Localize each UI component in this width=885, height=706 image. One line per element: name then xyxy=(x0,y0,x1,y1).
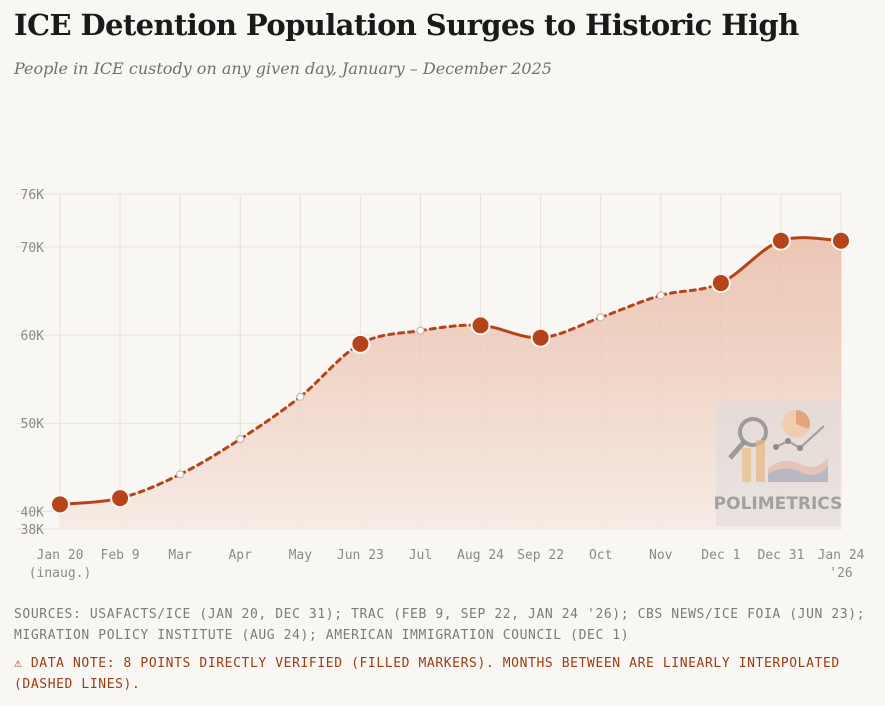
x-tick-label: Jun 23 xyxy=(337,548,384,563)
x-tick-label: Nov xyxy=(649,548,673,563)
watermark-logo: POLIMETRICS xyxy=(714,402,843,526)
x-tick-label: Oct xyxy=(589,548,612,563)
interpolated-point-marker xyxy=(236,434,245,444)
line-segment-interpolated xyxy=(178,437,242,476)
data-note: ⚠ Data note: 8 points directly verified … xyxy=(14,656,840,692)
x-tick-label: Dec 31 xyxy=(757,548,804,563)
verified-point-marker xyxy=(470,315,491,336)
y-tick-label: 60K xyxy=(21,329,45,344)
y-tick-label: 70K xyxy=(21,241,45,256)
line-segment-interpolated xyxy=(599,293,663,319)
area-fill xyxy=(60,237,841,529)
page-subtitle: People in ICE custody on any given day, … xyxy=(14,59,552,78)
verified-point-marker xyxy=(710,273,731,294)
x-tick-sublabel: '26 xyxy=(829,566,852,581)
interpolated-point-marker xyxy=(296,392,305,401)
y-tick-label: 50K xyxy=(21,417,45,432)
verified-point-marker xyxy=(530,327,551,348)
verified-point-marker xyxy=(50,494,70,515)
x-tick-label: Jul xyxy=(409,548,432,563)
interpolated-point-marker xyxy=(656,291,665,300)
x-tick-label: Aug 24 xyxy=(457,548,504,563)
line-segment-interpolated xyxy=(238,395,302,441)
interpolated-point-marker xyxy=(416,326,425,335)
page-title: ICE Detention Population Surges to Histo… xyxy=(14,8,799,42)
verified-point-marker xyxy=(110,488,131,509)
chart: POLIMETRICS 38K 40K 50K 60K 70K 76K Jan 20 (ina… xyxy=(16,188,865,581)
verified-point-marker xyxy=(350,333,371,354)
watermark-text: POLIMETRICS xyxy=(714,494,843,514)
y-tick-label: 40K xyxy=(21,505,45,520)
x-tick-sublabel: (inaug.) xyxy=(29,566,92,581)
y-tick-label: 76K xyxy=(21,188,45,203)
interpolated-point-marker xyxy=(176,470,185,479)
x-tick-label: Jan 24 xyxy=(818,548,865,563)
interpolated-point-marker xyxy=(596,313,605,322)
x-tick-label: Mar xyxy=(168,548,192,563)
x-tick-label: Jan 20 xyxy=(37,548,84,563)
magnifier-icon xyxy=(738,417,768,447)
y-tick-label: 38K xyxy=(21,523,45,538)
verified-point-marker xyxy=(831,230,851,251)
sources-note: Sources: USAFacts/ICE (Jan 20, Dec 31); … xyxy=(14,607,866,643)
x-tick-label: Feb 9 xyxy=(101,548,140,563)
verified-point-marker xyxy=(770,230,791,251)
x-tick-label: Apr xyxy=(228,548,252,563)
x-tick-label: May xyxy=(289,548,313,563)
x-tick-label: Sep 22 xyxy=(517,548,564,563)
x-tick-label: Dec 1 xyxy=(701,548,740,563)
